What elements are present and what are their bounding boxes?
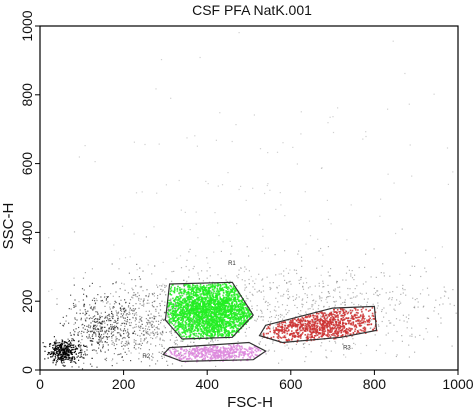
x-axis-label: FSC-H [227,394,273,411]
gate-label-r1: R1 [228,261,236,267]
y-tick-label: 0 [19,366,35,374]
chart-title: CSF PFA NatK.001 [192,2,312,18]
gate-population-r3 [262,307,378,344]
x-tick-label: 400 [196,376,220,392]
y-tick-label: 200 [19,289,35,313]
gate-r3 [258,305,378,344]
y-axis-label: SSC-H [0,203,17,250]
y-tick-label: 600 [19,152,35,176]
gate-r2 [162,341,267,363]
x-tick-label: 800 [363,376,387,392]
x-tick-label: 0 [36,376,44,392]
gate-r1 [164,281,254,340]
gate-label-r2: R2 [142,354,150,360]
scatter-points [42,32,457,370]
x-tick-label: 200 [112,376,136,392]
plot-frame [39,25,459,371]
y-tick-label: 400 [19,221,35,245]
y-tick-label: 800 [19,83,35,107]
gate-population-r1 [166,282,253,341]
y-tick-label: 1000 [19,10,35,41]
x-axis-ticks: 0 200 400 600 800 1000 [36,370,474,392]
gate-populations [165,282,378,363]
gate-label-r3: R3 [343,345,351,351]
x-tick-label: 600 [279,376,303,392]
x-tick-label: 1000 [442,376,473,392]
gate-polygons: R1 R2 R3 [142,261,378,363]
y-axis-ticks: 0 200 400 600 800 1000 [19,10,40,374]
